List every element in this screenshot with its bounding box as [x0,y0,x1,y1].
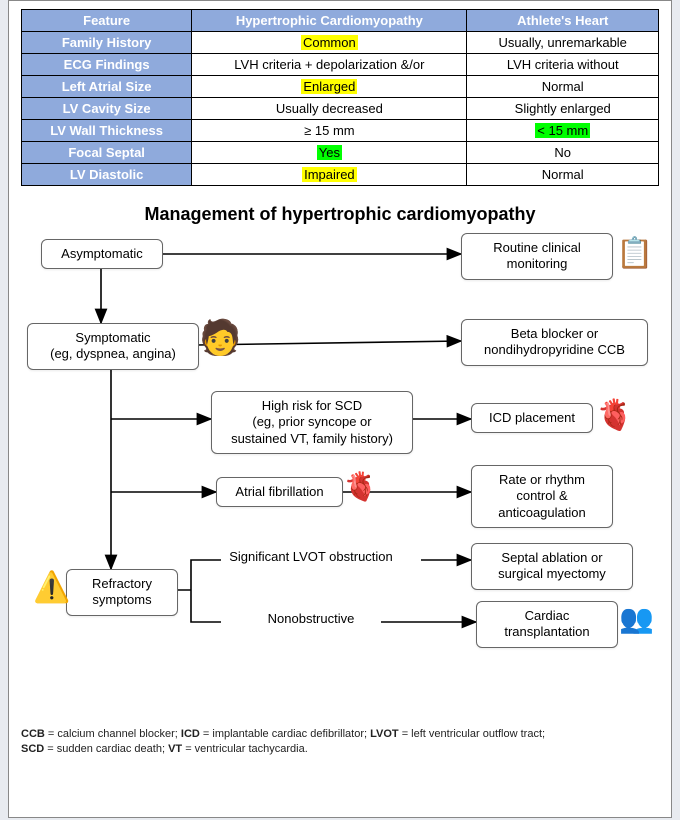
abbreviations: CCB = calcium channel blocker; ICD = imp… [21,727,659,757]
warning-icon: ⚠️ [33,573,70,603]
flow-node-septal: Septal ablation orsurgical myectomy [471,543,633,590]
flow-node-afib: Atrial fibrillation [216,477,343,507]
people-icon: 👥 [619,605,654,633]
row-feature: LV Diastolic [22,164,192,186]
row-feature: LV Cavity Size [22,98,192,120]
flow-node-refr: Refractorysymptoms [66,569,178,616]
table-row: LV DiastolicImpairedNormal [22,164,659,186]
flow-node-tx: Cardiactransplantation [476,601,618,648]
cell: No [467,142,659,164]
cell: Usually decreased [192,98,467,120]
row-feature: ECG Findings [22,54,192,76]
cell: Normal [467,164,659,186]
cell: LVH criteria without [467,54,659,76]
cell: Slightly enlarged [467,98,659,120]
row-feature: Left Atrial Size [22,76,192,98]
table-row: Family HistoryCommonUsually, unremarkabl… [22,32,659,54]
row-feature: LV Wall Thickness [22,120,192,142]
table-row: ECG FindingsLVH criteria + depolarizatio… [22,54,659,76]
cell: Impaired [192,164,467,186]
flow-node-scd: High risk for SCD(eg, prior syncope orsu… [211,391,413,454]
flowchart: Asymptomatic Routine clinicalmonitoring Sy… [21,233,661,723]
cell: Common [192,32,467,54]
comparison-table: Feature Hypertrophic Cardiomyopathy Athl… [21,9,659,186]
flow-title: Management of hypertrophic cardiomyopath… [21,204,659,225]
cell: LVH criteria + depolarization &/or [192,54,467,76]
table-row: Focal SeptalYesNo [22,142,659,164]
clipboard-search-icon: 📋 [616,239,653,269]
flow-node-routine: Routine clinicalmonitoring [461,233,613,280]
cell: < 15 mm [467,120,659,142]
row-feature: Focal Septal [22,142,192,164]
flow-node-bb: Beta blocker ornondihydropyridine CCB [461,319,648,366]
table-row: LV Cavity SizeUsually decreasedSlightly … [22,98,659,120]
th-hcm: Hypertrophic Cardiomyopathy [192,10,467,32]
flow-node-nonob_lbl: Nonobstructive [261,611,361,626]
cell: Normal [467,76,659,98]
cell: Usually, unremarkable [467,32,659,54]
flow-node-sym: Symptomatic(eg, dyspnea, angina) [27,323,199,370]
flow-node-asym: Asymptomatic [41,239,163,269]
cell: Enlarged [192,76,467,98]
cell: ≥ 15 mm [192,120,467,142]
flow-node-rate: Rate or rhythmcontrol &anticoagulation [471,465,613,528]
table-row: LV Wall Thickness≥ 15 mm< 15 mm [22,120,659,142]
th-feature: Feature [22,10,192,32]
heart-icd-icon: 🫀 [596,401,633,431]
flow-node-lvot_lbl: Significant LVOT obstruction [221,549,401,564]
th-athlete: Athlete's Heart [467,10,659,32]
heart-ecg-icon: 🫀 [343,473,378,501]
row-feature: Family History [22,32,192,54]
cell: Yes [192,142,467,164]
page: Feature Hypertrophic Cardiomyopathy Athl… [8,0,672,818]
patient-icon: 🧑 [199,321,241,355]
flow-edge [176,560,221,622]
table-row: Left Atrial SizeEnlargedNormal [22,76,659,98]
flow-node-icd: ICD placement [471,403,593,433]
